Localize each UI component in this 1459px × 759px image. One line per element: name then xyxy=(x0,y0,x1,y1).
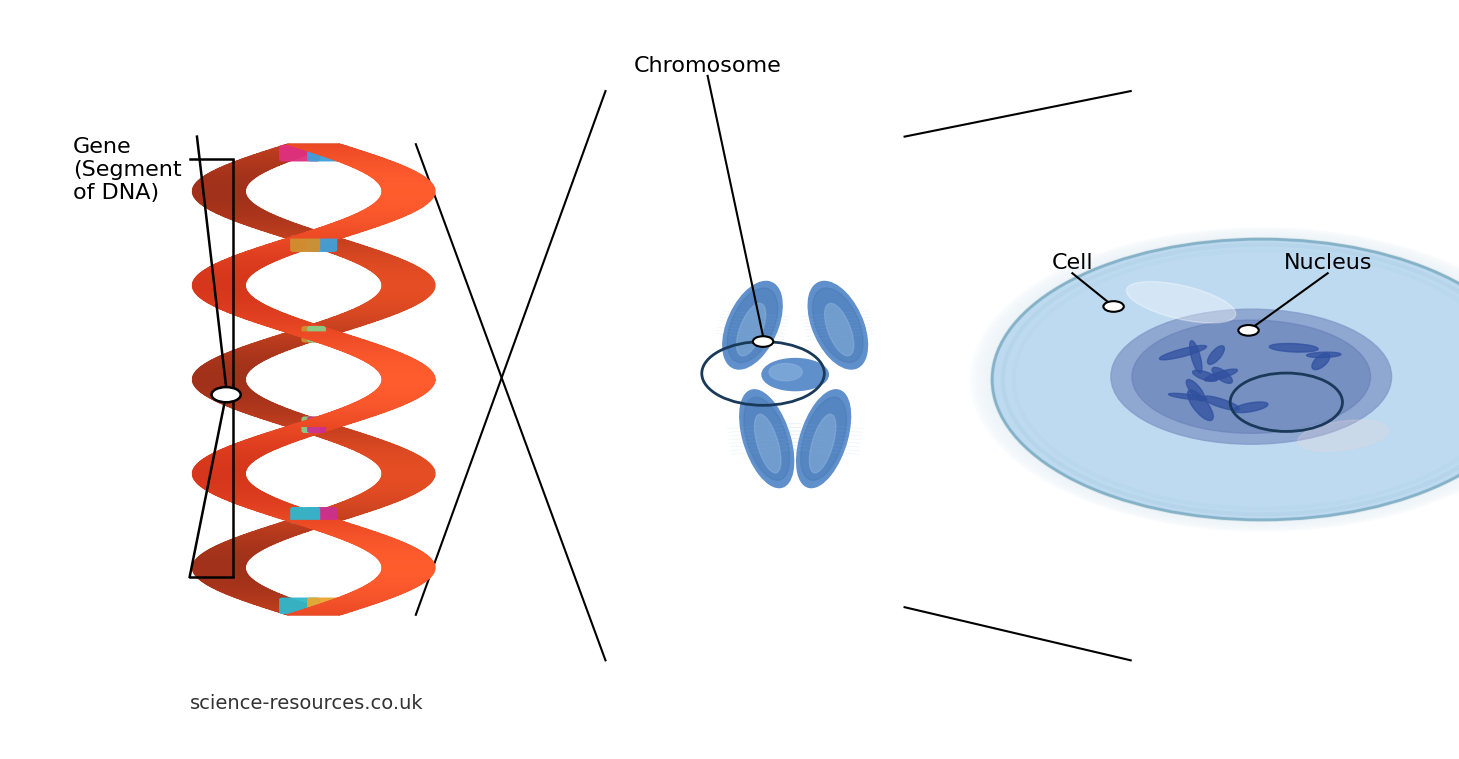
Ellipse shape xyxy=(797,390,851,487)
Ellipse shape xyxy=(1208,346,1224,364)
FancyBboxPatch shape xyxy=(302,417,320,433)
FancyBboxPatch shape xyxy=(308,598,347,613)
Ellipse shape xyxy=(737,304,766,356)
Ellipse shape xyxy=(762,358,829,391)
Ellipse shape xyxy=(1132,320,1370,433)
Ellipse shape xyxy=(813,288,864,363)
Text: Nucleus: Nucleus xyxy=(1284,254,1371,273)
Text: Chromosome: Chromosome xyxy=(633,56,782,76)
Ellipse shape xyxy=(1233,402,1268,413)
Ellipse shape xyxy=(1205,369,1237,381)
Ellipse shape xyxy=(1110,309,1392,444)
Circle shape xyxy=(973,229,1459,530)
Ellipse shape xyxy=(740,390,794,487)
FancyBboxPatch shape xyxy=(308,146,347,161)
Ellipse shape xyxy=(754,414,781,473)
Ellipse shape xyxy=(1160,345,1207,360)
FancyBboxPatch shape xyxy=(280,146,320,161)
Ellipse shape xyxy=(1297,420,1389,452)
Ellipse shape xyxy=(722,282,782,369)
Text: Gene
(Segment
of DNA): Gene (Segment of DNA) xyxy=(73,137,181,203)
Ellipse shape xyxy=(1126,282,1236,323)
Ellipse shape xyxy=(1192,370,1217,381)
FancyBboxPatch shape xyxy=(290,508,320,523)
FancyBboxPatch shape xyxy=(308,326,325,342)
FancyBboxPatch shape xyxy=(308,236,337,251)
Circle shape xyxy=(753,336,773,347)
Ellipse shape xyxy=(769,364,802,381)
Ellipse shape xyxy=(1189,341,1202,373)
Circle shape xyxy=(212,387,241,402)
Circle shape xyxy=(970,228,1459,531)
Ellipse shape xyxy=(1307,352,1341,357)
Ellipse shape xyxy=(808,282,868,369)
Ellipse shape xyxy=(1212,367,1233,383)
Ellipse shape xyxy=(744,397,789,480)
Text: science-resources.co.uk: science-resources.co.uk xyxy=(190,694,423,713)
Ellipse shape xyxy=(810,414,836,473)
FancyBboxPatch shape xyxy=(280,598,320,613)
FancyBboxPatch shape xyxy=(290,236,320,251)
Ellipse shape xyxy=(1186,380,1205,402)
Circle shape xyxy=(1103,301,1123,312)
FancyBboxPatch shape xyxy=(308,508,337,523)
Ellipse shape xyxy=(1169,393,1207,400)
Text: Cell: Cell xyxy=(1052,254,1093,273)
Ellipse shape xyxy=(1269,344,1317,352)
Ellipse shape xyxy=(824,304,854,356)
Circle shape xyxy=(992,239,1459,520)
Ellipse shape xyxy=(1312,353,1329,370)
Ellipse shape xyxy=(727,288,778,363)
Ellipse shape xyxy=(1202,396,1240,410)
Ellipse shape xyxy=(1188,390,1214,420)
Circle shape xyxy=(1239,325,1259,335)
FancyBboxPatch shape xyxy=(308,417,325,433)
FancyBboxPatch shape xyxy=(302,326,320,342)
Ellipse shape xyxy=(801,397,846,480)
